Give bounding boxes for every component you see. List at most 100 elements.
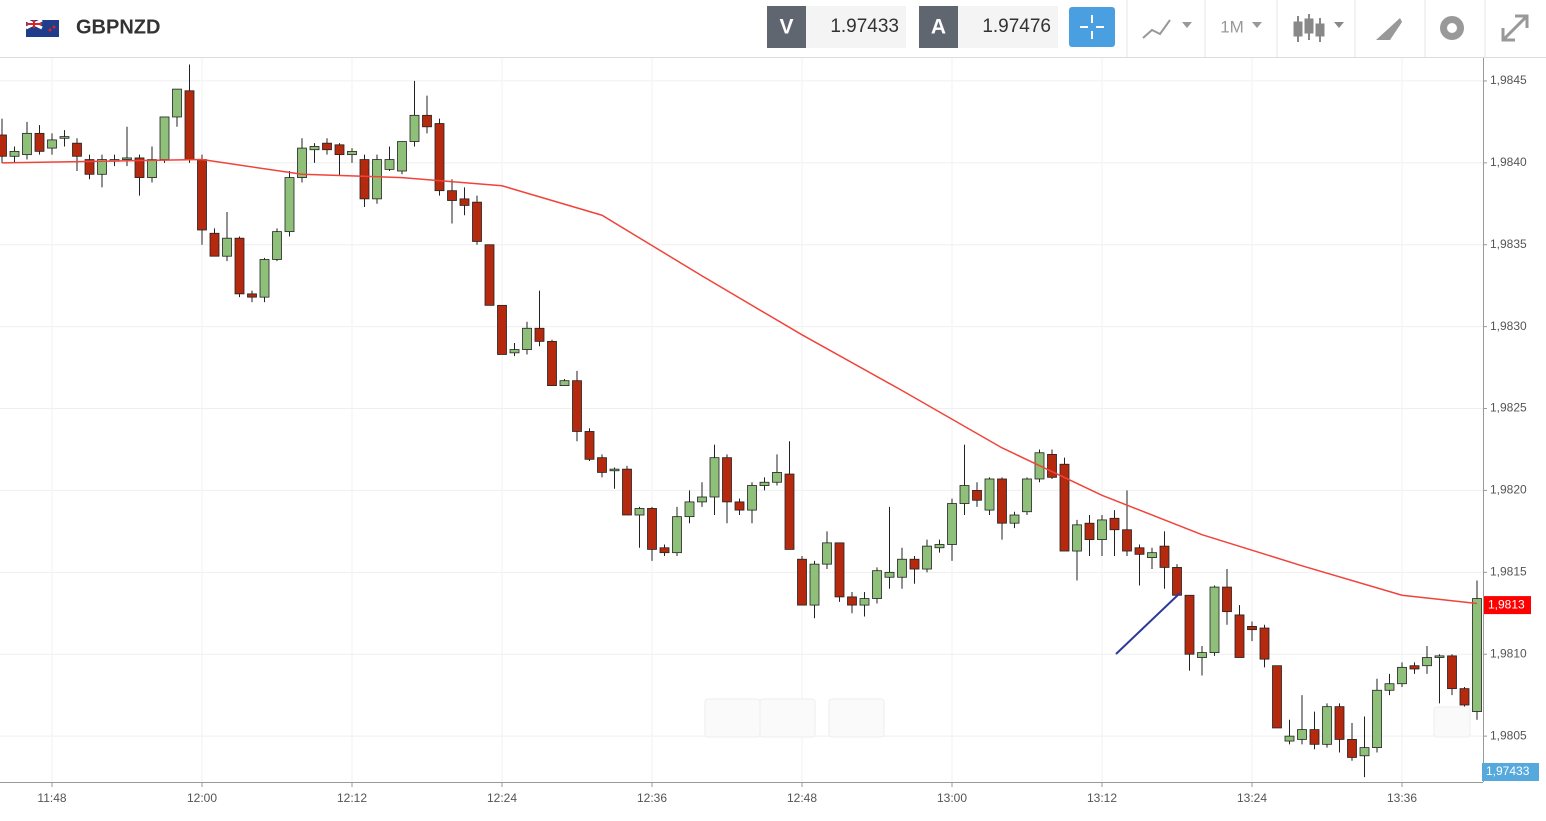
candle-body — [184, 90, 195, 160]
candle-body — [97, 159, 107, 175]
candle-body — [472, 201, 482, 242]
candle-body — [172, 88, 182, 118]
x-tick-label: 11:48 — [37, 791, 66, 805]
candle-body — [1247, 625, 1257, 631]
candle-body — [972, 490, 982, 501]
candle-body — [1209, 586, 1220, 653]
candle-body — [1009, 514, 1020, 524]
candle-body — [822, 542, 832, 565]
candle-body — [259, 259, 270, 298]
candle-body — [997, 478, 1007, 524]
candle-body — [359, 159, 370, 200]
y-tick-label: 1,9835 — [1490, 237, 1527, 251]
fullscreen-button[interactable] — [1501, 14, 1529, 42]
candle-body — [47, 139, 57, 149]
candle-body — [1347, 739, 1357, 758]
crosshair-icon — [1080, 15, 1104, 39]
x-tick-label: 12:24 — [487, 791, 517, 805]
x-tick-label: 13:12 — [1087, 791, 1117, 805]
buy-price-box[interactable] — [958, 6, 1058, 48]
candle-body — [1147, 552, 1157, 558]
candle-body — [322, 142, 332, 151]
buy-price[interactable]: 1.97476 — [982, 16, 1051, 37]
crosshair-button[interactable] — [1069, 7, 1115, 47]
zoom-buttons[interactable] — [704, 698, 1471, 738]
sell-label[interactable]: V — [779, 16, 793, 39]
timeframe[interactable]: 1M — [1220, 17, 1244, 36]
candle-body — [1047, 453, 1057, 478]
candle-body — [347, 150, 357, 156]
sell-price[interactable]: 1.97433 — [830, 16, 899, 37]
candle-body — [0, 134, 7, 157]
candle-body — [297, 147, 307, 178]
candle-body — [947, 503, 957, 545]
bid-price-marker — [1482, 763, 1539, 781]
candle-body — [84, 159, 95, 175]
candle-body — [559, 380, 570, 387]
candle-body — [372, 159, 382, 200]
plot-area: 1,9805 1,9810 1,9815 1,9820 1,9825 1,9830 1,98… — [0, 58, 1539, 805]
symbol: GBPNZD — [76, 16, 160, 38]
user-trendline[interactable] — [1115, 592, 1181, 655]
candle-body — [884, 571, 895, 578]
candle-body — [1422, 657, 1432, 667]
candle-body — [1109, 517, 1120, 531]
candle-body — [984, 478, 995, 511]
candle-body — [159, 116, 170, 160]
candle-body — [1384, 683, 1395, 691]
candle-body — [797, 558, 807, 606]
candle-body — [434, 123, 445, 192]
candle-body — [1097, 519, 1107, 540]
moving-average — [1, 158, 1478, 605]
candle-body — [847, 596, 857, 606]
candle-body — [909, 558, 920, 570]
buy-label-box[interactable] — [919, 6, 958, 48]
candle-body — [197, 159, 207, 231]
candle-body — [284, 177, 295, 233]
timeframe-caret[interactable] — [1252, 22, 1262, 28]
candle-body — [1359, 747, 1370, 757]
candle-body — [1297, 729, 1307, 740]
x-tick-label: 13:24 — [1237, 791, 1267, 805]
candle-body — [872, 570, 882, 599]
candle-body — [759, 481, 770, 486]
candle-body — [1334, 706, 1345, 740]
settings-button[interactable] — [1440, 16, 1464, 40]
candle-body — [384, 159, 395, 170]
x-tick-label: 13:00 — [937, 791, 967, 805]
candle-body — [1134, 547, 1145, 555]
candle-body — [834, 542, 845, 598]
candle-body — [9, 150, 20, 157]
buy-label[interactable]: A — [931, 16, 946, 39]
bid-price-label: 1,97433 — [1486, 764, 1530, 778]
indicator-button[interactable] — [1142, 19, 1192, 39]
candle-body — [459, 198, 470, 206]
candle-body — [1272, 665, 1282, 729]
last-price-marker — [1484, 596, 1531, 615]
candle-body — [1022, 478, 1032, 513]
candle-body — [522, 327, 532, 350]
chart-type-button[interactable] — [1293, 14, 1344, 42]
candle-body — [134, 157, 145, 178]
candle-body — [584, 431, 595, 460]
candle-body — [722, 457, 732, 503]
candle-body — [784, 473, 795, 550]
candle-body — [509, 349, 520, 354]
x-tick-label: 13:36 — [1387, 791, 1417, 805]
candle-body — [684, 501, 695, 518]
y-tick-label: 1,9805 — [1490, 728, 1527, 742]
candle-body — [809, 563, 820, 606]
candle-body — [1122, 529, 1132, 552]
candle-body — [1184, 594, 1195, 655]
candle-body — [484, 244, 495, 306]
draw-button[interactable] — [1376, 18, 1402, 40]
candle-body — [447, 190, 457, 201]
candle-body — [422, 114, 432, 128]
candle-body — [334, 144, 345, 156]
candle-body — [634, 508, 645, 516]
sell-price-box[interactable] — [806, 6, 906, 48]
sell-label-box[interactable] — [767, 6, 806, 48]
candle-body — [209, 232, 220, 257]
candle-body — [1434, 655, 1445, 658]
